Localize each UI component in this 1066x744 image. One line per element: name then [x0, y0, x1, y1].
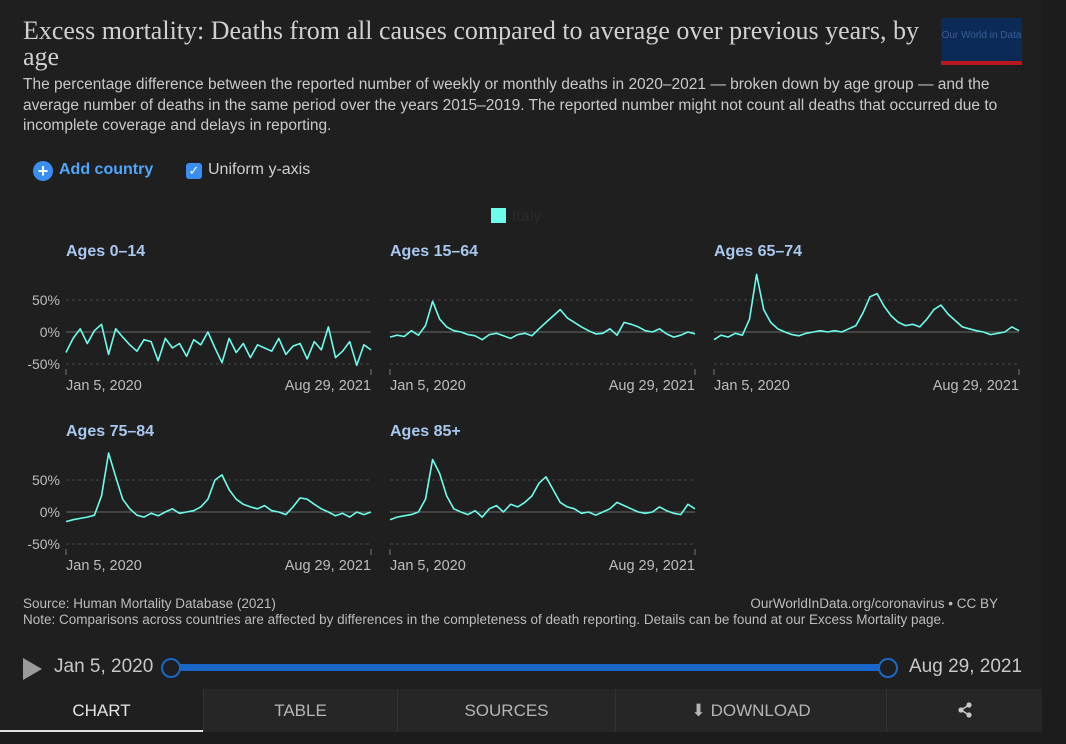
- uniform-y-axis-toggle[interactable]: ✓ Uniform y-axis: [186, 161, 310, 179]
- y-tick-label: 0%: [40, 504, 60, 520]
- x-tick-label: Aug 29, 2021: [609, 558, 695, 574]
- series-line-italy[interactable]: [389, 458, 696, 521]
- x-tick-label: Aug 29, 2021: [285, 378, 371, 394]
- y-tick-label: -50%: [27, 536, 60, 552]
- series-line-italy[interactable]: [389, 300, 696, 341]
- tab-download-label: DOWNLOAD: [710, 701, 811, 720]
- play-icon[interactable]: [23, 658, 42, 680]
- x-tick-label: Jan 5, 2020: [390, 378, 466, 394]
- y-tick-label: 0%: [40, 324, 60, 340]
- series-line-italy[interactable]: [65, 323, 372, 367]
- uniform-y-axis-label: Uniform y-axis: [208, 161, 311, 178]
- series-line-italy[interactable]: [65, 452, 372, 523]
- tab-chart[interactable]: CHART: [0, 689, 203, 732]
- panel-title: Ages 0–14: [66, 243, 145, 260]
- y-tick-label: 50%: [32, 292, 60, 308]
- credit-link[interactable]: OurWorldInData.org/coronavirus • CC BY: [750, 596, 998, 611]
- x-tick-label: Jan 5, 2020: [66, 378, 142, 394]
- legend-swatch: [491, 208, 506, 223]
- x-tick-label: Aug 29, 2021: [609, 378, 695, 394]
- x-tick-label: Aug 29, 2021: [933, 378, 1019, 394]
- x-tick-label: Jan 5, 2020: [714, 378, 790, 394]
- plus-icon: +: [33, 161, 53, 181]
- x-tick-label: Jan 5, 2020: [66, 558, 142, 574]
- panel-title: Ages 65–74: [714, 243, 802, 260]
- timeline-track[interactable]: [171, 664, 888, 671]
- x-tick-label: Jan 5, 2020: [390, 558, 466, 574]
- chart-subtitle: The percentage difference between the re…: [23, 76, 998, 134]
- x-tick-label: Aug 29, 2021: [285, 558, 371, 574]
- panel-title: Ages 15–64: [390, 243, 478, 260]
- tab-download[interactable]: ⬇ DOWNLOAD: [615, 689, 886, 732]
- y-tick-label: -50%: [27, 356, 60, 372]
- legend[interactable]: Italy: [491, 208, 541, 226]
- footnote: Note: Comparisons across countries are a…: [23, 612, 945, 627]
- legend-label: Italy: [512, 208, 542, 225]
- series-line-italy[interactable]: [713, 273, 1020, 341]
- timeline: Jan 5, 2020 Aug 29, 2021: [0, 650, 1042, 686]
- source-note[interactable]: Source: Human Mortality Database (2021): [23, 596, 276, 611]
- chart-title: Excess mortality: Deaths from all causes…: [23, 16, 919, 71]
- panel-title: Ages 85+: [390, 423, 461, 440]
- add-country-button[interactable]: + Add country: [33, 161, 153, 181]
- small-multiples-chart: Ages 0–14 50% 0% -50% Jan 5, 2020 Aug 29, 202…: [27, 243, 1020, 574]
- timeline-end-handle[interactable]: [878, 658, 898, 678]
- tab-share[interactable]: [886, 689, 1042, 732]
- tab-table[interactable]: TABLE: [203, 689, 397, 732]
- checkbox-checked-icon[interactable]: ✓: [186, 163, 202, 179]
- timeline-end-label: Aug 29, 2021: [909, 656, 1023, 677]
- timeline-start-label: Jan 5, 2020: [54, 656, 154, 677]
- add-country-label: Add country: [59, 161, 154, 178]
- timeline-start-handle[interactable]: [161, 658, 181, 678]
- share-icon: [957, 702, 972, 718]
- tab-sources[interactable]: SOURCES: [397, 689, 615, 732]
- panel-title: Ages 75–84: [66, 423, 154, 440]
- owid-logo[interactable]: Our World in Data: [941, 18, 1022, 65]
- download-icon: ⬇: [691, 701, 706, 720]
- y-tick-label: 50%: [32, 472, 60, 488]
- chart-frame: Excess mortality: Deaths from all causes…: [0, 16, 1042, 732]
- tab-bar: CHART TABLE SOURCES ⬇ DOWNLOAD: [0, 689, 1042, 732]
